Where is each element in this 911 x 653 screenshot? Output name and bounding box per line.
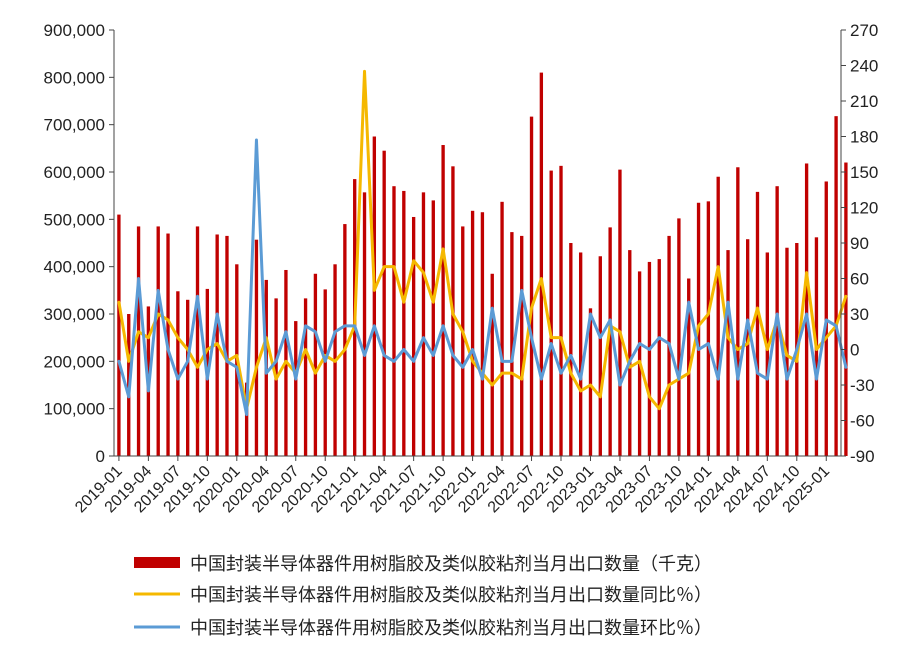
- bar-2021-04: [382, 150, 386, 456]
- left-tick-label: 200,000: [44, 352, 105, 371]
- bar-2021-06: [402, 190, 406, 456]
- bar-2020-08: [303, 298, 308, 456]
- left-tick-label: 400,000: [44, 258, 105, 277]
- right-tick-label: 0: [850, 341, 859, 360]
- bar-2025-02: [834, 116, 838, 457]
- bar-2024-02: [716, 176, 720, 457]
- bar-2021-10: [441, 145, 445, 456]
- left-tick-label: 500,000: [44, 210, 105, 229]
- right-tick-label: 270: [850, 21, 878, 40]
- legend-label-volume: 中国封装半导体器件用树脂胶及类似胶粘剂当月出口数量（千克）: [190, 554, 712, 575]
- bar-2024-05: [746, 239, 750, 456]
- bar-2021-07: [411, 216, 416, 456]
- bar-2022-07: [529, 116, 534, 457]
- bar-2020-12: [343, 224, 347, 456]
- legend: 中国封装半导体器件用树脂胶及类似胶粘剂当月出口数量（千克） 中国封装半导体器件用…: [134, 554, 712, 639]
- bar-2020-07: [294, 321, 298, 456]
- bar-2023-01: [588, 308, 593, 456]
- bar-2022-03: [490, 273, 494, 456]
- bar-2020-10: [323, 289, 327, 456]
- right-tick-label: 210: [850, 92, 878, 111]
- bar-2020-03: [254, 239, 259, 456]
- bar-2024-01: [706, 201, 711, 456]
- left-tick-label: 900,000: [44, 21, 105, 40]
- bar-2023-05: [628, 250, 632, 456]
- bar-2021-08: [421, 192, 426, 456]
- bar-2022-10: [559, 165, 563, 456]
- right-tick-label: 150: [850, 163, 878, 182]
- bar-2022-01: [470, 210, 475, 456]
- bar-2019-07: [176, 291, 180, 456]
- bar-2019-05: [156, 226, 160, 456]
- bar-2020-09: [313, 273, 318, 456]
- bar-2019-03: [136, 226, 141, 456]
- bar-2022-09: [549, 170, 553, 456]
- bar-2019-01: [117, 214, 121, 456]
- bar-2019-12: [225, 235, 229, 456]
- legend-label-mom: 中国封装半导体器件用树脂胶及类似胶粘剂当月出口数量环比％）: [190, 618, 712, 639]
- bar-2024-11: [804, 163, 809, 457]
- left-tick-label: 800,000: [44, 68, 105, 87]
- bar-undefined: [844, 162, 848, 456]
- bar-2022-02: [480, 212, 485, 456]
- legend-swatch-volume: [134, 557, 180, 568]
- bar-2020-02: [244, 382, 249, 456]
- right-tick-label: -30: [850, 376, 875, 395]
- bar-2023-02: [598, 256, 602, 456]
- bar-2022-04: [500, 201, 504, 456]
- left-tick-label: 0: [96, 447, 105, 466]
- bar-2021-05: [392, 186, 396, 456]
- bar-2022-12: [578, 252, 583, 456]
- bar-2022-06: [520, 235, 524, 456]
- right-tick-label: 30: [850, 305, 869, 324]
- bar-2023-03: [608, 227, 612, 456]
- bar-2019-08: [186, 299, 190, 456]
- bar-2023-08: [657, 259, 661, 456]
- bar-series-export-volume: [117, 72, 848, 457]
- bar-2021-12: [461, 226, 465, 456]
- right-tick-label: 90: [850, 234, 869, 253]
- left-tick-label: 700,000: [44, 116, 105, 135]
- right-tick-label: 240: [850, 57, 878, 76]
- right-tick-label: 120: [850, 199, 878, 218]
- left-tick-label: 600,000: [44, 163, 105, 182]
- legend-label-yoy: 中国封装半导体器件用树脂胶及类似胶粘剂当月出口数量同比％）: [190, 585, 712, 606]
- bar-2024-03: [726, 250, 730, 456]
- bar-2021-09: [431, 200, 435, 456]
- right-tick-label: 180: [850, 128, 878, 147]
- right-tick-label: -90: [850, 447, 875, 466]
- bar-2019-09: [195, 226, 200, 456]
- bar-2021-03: [372, 136, 377, 456]
- line-series: [117, 69, 848, 417]
- bar-2023-07: [647, 261, 652, 456]
- right-tick-label: -60: [850, 412, 875, 431]
- bar-2023-10: [677, 218, 681, 456]
- left-tick-label: 300,000: [44, 305, 105, 324]
- bar-2021-02: [362, 192, 367, 456]
- bar-2024-06: [755, 191, 760, 456]
- bar-2023-04: [618, 169, 622, 456]
- bar-2024-07: [765, 252, 769, 456]
- bar-2022-05: [510, 232, 514, 456]
- bar-2022-08: [539, 72, 544, 456]
- line-mom: [117, 138, 848, 417]
- left-tick-label: 100,000: [44, 400, 105, 419]
- bar-2022-11: [569, 243, 573, 456]
- bar-2024-04: [736, 167, 740, 456]
- right-tick-label: 60: [850, 270, 869, 289]
